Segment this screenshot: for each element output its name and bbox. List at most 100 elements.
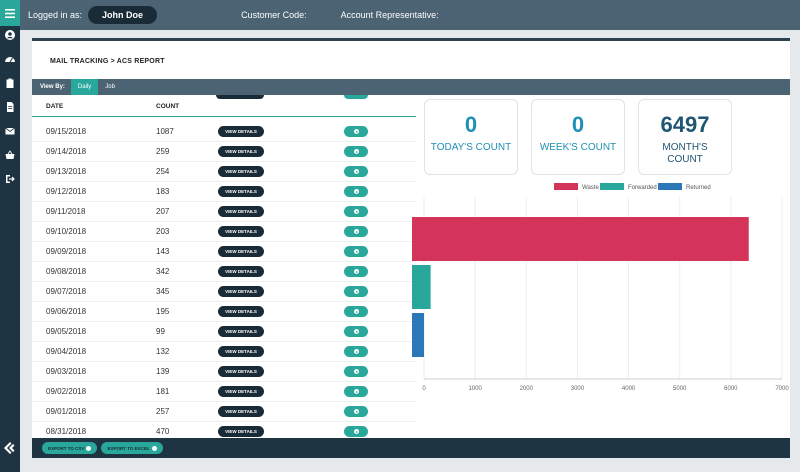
row-date: 09/11/2018 bbox=[46, 207, 86, 216]
legend-label: Returned bbox=[686, 185, 711, 191]
arrow-right-icon bbox=[353, 329, 359, 334]
view-details-button[interactable]: VIEW DETAILS bbox=[218, 126, 264, 137]
x-tick-label: 5000 bbox=[673, 386, 687, 392]
table-row: 09/07/2018 345 VIEW DETAILS bbox=[32, 282, 416, 302]
dashboard-icon[interactable] bbox=[0, 47, 20, 71]
row-action-button[interactable] bbox=[344, 366, 368, 377]
view-details-button[interactable]: VIEW DETAILS bbox=[218, 246, 264, 257]
logged-in-label: Logged in as: bbox=[28, 10, 83, 20]
row-date: 09/14/2018 bbox=[46, 147, 87, 156]
view-details-button[interactable]: VIEW DETAILS bbox=[218, 206, 264, 217]
legend-swatch bbox=[600, 183, 624, 190]
header-count[interactable]: COUNT bbox=[156, 103, 180, 110]
view-details-button[interactable]: VIEW DETAILS bbox=[218, 286, 264, 297]
view-by-bar: View By: Daily Job bbox=[32, 79, 790, 95]
logo-icon bbox=[0, 442, 20, 454]
x-tick-label: 0 bbox=[422, 386, 426, 392]
tab-daily[interactable]: Daily bbox=[70, 79, 99, 95]
export-csv-button[interactable]: EXPORT TO CSV bbox=[42, 442, 98, 454]
table-row: 09/12/2018 183 VIEW DETAILS bbox=[32, 182, 416, 202]
x-tick-label: 4000 bbox=[622, 386, 636, 392]
row-action-button[interactable] bbox=[344, 246, 368, 257]
row-count: 1087 bbox=[156, 127, 174, 136]
document-icon[interactable] bbox=[0, 95, 20, 119]
export-csv-label: EXPORT TO CSV bbox=[48, 445, 85, 451]
view-details-button[interactable]: VIEW DETAILS bbox=[218, 166, 264, 177]
row-action-button[interactable] bbox=[344, 266, 368, 277]
today-count-value: 0 bbox=[464, 112, 478, 137]
table-row: 09/01/2018 257 VIEW DETAILS bbox=[32, 402, 416, 422]
table-row: 09/15/2018 1087 VIEW DETAILS bbox=[32, 122, 416, 142]
row-count: 181 bbox=[156, 387, 170, 396]
table-row: 09/09/2018 143 VIEW DETAILS bbox=[32, 242, 416, 262]
clipboard-icon[interactable] bbox=[0, 71, 20, 95]
row-action-button[interactable] bbox=[344, 306, 368, 317]
view-details-button[interactable]: VIEW DETAILS bbox=[218, 306, 264, 317]
arrow-right-icon bbox=[353, 249, 359, 254]
row-date: 08/31/2018 bbox=[46, 427, 87, 436]
mail-icon[interactable] bbox=[0, 119, 20, 143]
arrow-right-icon bbox=[353, 229, 359, 234]
view-details-button[interactable]: VIEW DETAILS bbox=[218, 346, 264, 357]
logout-icon[interactable] bbox=[0, 167, 20, 191]
today-count-label: TODAY'S COUNT bbox=[430, 142, 512, 153]
month-count-label: MONTH'S COUNT bbox=[662, 142, 708, 165]
table-header: DATE COUNT bbox=[32, 95, 416, 117]
row-action-button[interactable] bbox=[344, 95, 368, 99]
row-action-button[interactable] bbox=[344, 286, 368, 297]
row-action-button[interactable] bbox=[344, 426, 368, 437]
row-action-button[interactable] bbox=[344, 406, 368, 417]
export-excel-button[interactable]: EXPORT TO EXCEL bbox=[101, 442, 163, 454]
arrow-right-icon bbox=[353, 149, 359, 154]
x-tick-label: 3000 bbox=[571, 386, 585, 392]
view-details-button[interactable]: VIEW DETAILS bbox=[218, 186, 264, 197]
row-date: 09/07/2018 bbox=[46, 287, 87, 296]
view-details-button[interactable]: VIEW DETAILS bbox=[218, 226, 264, 237]
view-details-button[interactable] bbox=[216, 95, 264, 99]
row-count: 470 bbox=[156, 427, 170, 436]
menu-icon[interactable] bbox=[0, 0, 20, 26]
row-date: 09/04/2018 bbox=[46, 347, 87, 356]
bar-returned bbox=[412, 313, 424, 357]
table-row: 09/02/2018 181 VIEW DETAILS bbox=[32, 382, 416, 402]
row-action-button[interactable] bbox=[344, 146, 368, 157]
arrow-right-icon bbox=[353, 369, 359, 374]
export-excel-label: EXPORT TO EXCEL bbox=[107, 445, 150, 451]
arrow-right-icon bbox=[353, 169, 359, 174]
user-name-badge[interactable]: John Doe bbox=[88, 6, 158, 24]
row-action-button[interactable] bbox=[344, 326, 368, 337]
x-tick-label: 7000 bbox=[775, 386, 789, 392]
basket-icon[interactable] bbox=[0, 143, 20, 167]
view-details-button[interactable]: VIEW DETAILS bbox=[218, 426, 264, 437]
sidebar bbox=[0, 0, 20, 472]
view-details-button[interactable]: VIEW DETAILS bbox=[218, 386, 264, 397]
row-action-button[interactable] bbox=[344, 206, 368, 217]
view-details-button[interactable]: VIEW DETAILS bbox=[218, 266, 264, 277]
header-date[interactable]: DATE bbox=[46, 103, 64, 110]
row-date: 09/08/2018 bbox=[46, 267, 87, 276]
tab-job[interactable]: Job bbox=[105, 84, 115, 90]
view-details-button[interactable]: VIEW DETAILS bbox=[218, 366, 264, 377]
row-action-button[interactable] bbox=[344, 186, 368, 197]
month-count-value: 6497 bbox=[660, 112, 710, 137]
row-action-button[interactable] bbox=[344, 126, 368, 137]
view-details-button[interactable]: VIEW DETAILS bbox=[218, 326, 264, 337]
row-action-button[interactable] bbox=[344, 386, 368, 397]
view-details-button[interactable]: VIEW DETAILS bbox=[218, 406, 264, 417]
user-icon[interactable] bbox=[0, 23, 20, 47]
row-action-button[interactable] bbox=[344, 166, 368, 177]
row-action-button[interactable] bbox=[344, 226, 368, 237]
table-row: 09/08/2018 342 VIEW DETAILS bbox=[32, 262, 416, 282]
today-count-card: 0 TODAY'S COUNT bbox=[424, 99, 518, 175]
table-row: 09/14/2018 259 VIEW DETAILS bbox=[32, 142, 416, 162]
arrow-right-icon bbox=[353, 289, 359, 294]
view-details-button[interactable]: VIEW DETAILS bbox=[218, 146, 264, 157]
account-rep-label: Account Representative: bbox=[340, 10, 439, 20]
row-count: 203 bbox=[156, 227, 170, 236]
download-icon bbox=[86, 445, 92, 451]
top-bar: Logged in as: John Doe Customer Code: Ac… bbox=[20, 0, 800, 30]
breadcrumb: MAIL TRACKING > ACS REPORT bbox=[50, 58, 165, 65]
row-action-button[interactable] bbox=[344, 346, 368, 357]
arrow-right-icon bbox=[353, 209, 359, 214]
arrow-right-icon bbox=[353, 389, 359, 394]
